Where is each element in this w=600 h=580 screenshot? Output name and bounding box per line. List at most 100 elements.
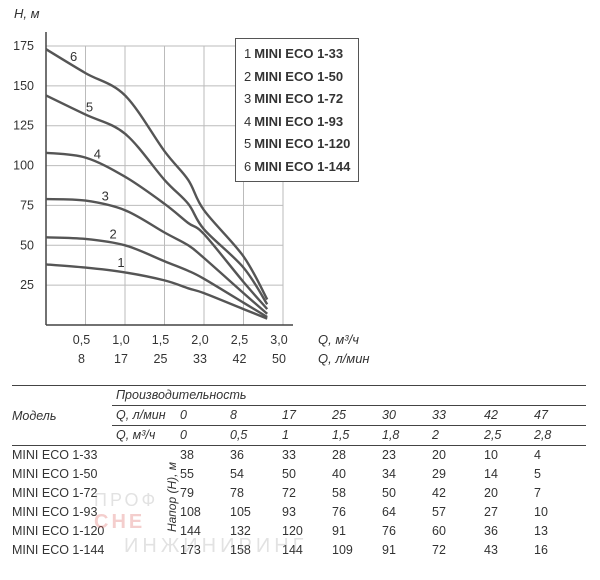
head-value: 23 [382,448,396,462]
legend-item: 4 MINI ECO 1-93 [244,111,358,134]
spec-table: Производительность Модель Q, л/мин 0 8 17 2… [12,385,586,560]
legend-item: 2 MINI ECO 1-50 [244,66,358,89]
x2-tick-label-5: 50 [272,352,286,366]
chart-curve-labels: 12 3 4 5 6 [70,49,125,270]
q-lmin-value: 8 [230,405,282,426]
table-row: MINI ECO 1-33 38 36 33 28 23 20 10 4 [12,446,586,466]
legend-item: 3 MINI ECO 1-72 [244,88,358,111]
head-value: 57 [432,505,446,519]
q-lmin-label: Q, л/мин [112,405,180,426]
head-value: 109 [332,543,353,557]
head-value: 120 [282,524,303,538]
legend-number: 6 [244,158,252,174]
head-value: 14 [484,467,498,481]
legend-item: 5 MINI ECO 1-120 [244,133,358,156]
y-tick-label-1: 150 [13,79,34,93]
head-value: 91 [332,524,346,538]
table-row: MINI ECO 1-144 173 158 144 109 91 72 43 16 [12,541,586,560]
head-value: 50 [382,486,396,500]
x-tick-label-2: 1,5 [152,333,169,347]
head-value: 78 [230,486,244,500]
legend-number: 1 [244,46,252,61]
head-value: 91 [382,543,396,557]
q-lmin-value: 47 [534,405,574,426]
head-value: 105 [230,505,251,519]
table-row: MINI ECO 1-120 144 132 120 91 76 60 36 13 [12,522,586,541]
head-value: 20 [432,448,446,462]
y-tick-label-2: 125 [13,119,34,133]
series-line-2 [45,236,268,319]
legend-label: MINI ECO 1-144 [254,158,351,174]
legend-number: 3 [244,91,252,106]
x2-tick-label-0: 8 [78,352,85,366]
series-label-6: 6 [70,49,77,64]
head-value: 28 [332,448,346,462]
head-value: 54 [230,467,244,481]
series-label-3: 3 [102,188,109,203]
legend-label: MINI ECO 1-33 [254,46,344,61]
y-tick-label-0: 175 [13,39,34,53]
series-line-1 [45,263,268,320]
head-value: 40 [332,467,346,481]
series-line-5 [45,94,269,305]
head-value: 76 [382,524,396,538]
head-value: 144 [180,524,201,538]
legend-number: 2 [244,68,252,84]
chart-legend: 1 MINI ECO 1-33 2 MINI ECO 1-50 3 MINI ECO 1-… [235,38,359,182]
q-m3h-value: 0,5 [230,425,282,446]
head-value: 93 [282,505,296,519]
x-tick-label-3: 2,0 [191,333,208,347]
table-row: MINI ECO 1-93 108 105 93 76 64 57 27 10 [12,503,586,522]
head-value: 20 [484,486,498,500]
head-value: 43 [484,543,498,557]
y-tick-label-5: 50 [20,238,34,252]
head-value: 50 [282,467,296,481]
head-value: 42 [432,486,446,500]
x-tick-label-0: 0,5 [73,333,90,347]
head-value: 10 [534,505,548,519]
legend-label: MINI ECO 1-50 [254,68,344,84]
q-lmin-value: 0 [180,405,230,426]
model-name: MINI ECO 1-144 [12,543,105,557]
model-name: MINI ECO 1-120 [12,524,105,538]
table-m3h-row: Q, м³/ч 0 0,5 1 1,5 1,8 2 2,5 2,8 [12,425,586,446]
head-value: 7 [534,486,541,500]
head-value: 13 [534,524,548,538]
head-value: 38 [180,448,194,462]
legend-number: 5 [244,136,252,151]
series-label-5: 5 [86,99,93,114]
model-name: MINI ECO 1-33 [12,448,98,462]
head-value: 60 [432,524,446,538]
q-m3h-value: 2 [432,425,484,446]
q-m3h-value: 2,8 [534,425,574,446]
table-row: MINI ECO 1-50 55 54 50 40 34 29 14 5 [12,465,586,484]
table-header-group-row: Производительность [12,385,586,406]
head-value: 33 [282,448,296,462]
x2-tick-label-4: 42 [233,352,247,366]
x2-tick-label-2: 25 [154,352,168,366]
series-label-2: 2 [110,226,117,241]
q-m3h-value: 1 [282,425,332,446]
head-value: 5 [534,467,541,481]
legend-item: 6 MINI ECO 1-144 [244,156,358,179]
head-value: 158 [230,543,251,557]
x2-tick-label-3: 33 [193,352,207,366]
head-value: 34 [382,467,396,481]
legend-number: 4 [244,113,252,129]
series-line-6 [45,48,269,301]
y-tick-label-4: 75 [20,198,34,212]
head-value: 108 [180,505,201,519]
q-m3h-label: Q, м³/ч [112,425,180,446]
q-m3h-value: 1,5 [332,425,382,446]
head-value: 16 [534,543,548,557]
head-value: 64 [382,505,396,519]
q-lmin-value: 25 [332,405,382,426]
head-value: 58 [332,486,346,500]
table-row: MINI ECO 1-72 79 78 72 58 50 42 20 7 [12,484,586,503]
x-axis-label: Q, м³/ч [318,332,359,347]
head-value: 10 [484,448,498,462]
head-value: 27 [484,505,498,519]
q-lmin-value: 30 [382,405,432,426]
q-lmin-value: 17 [282,405,332,426]
head-value: 144 [282,543,303,557]
